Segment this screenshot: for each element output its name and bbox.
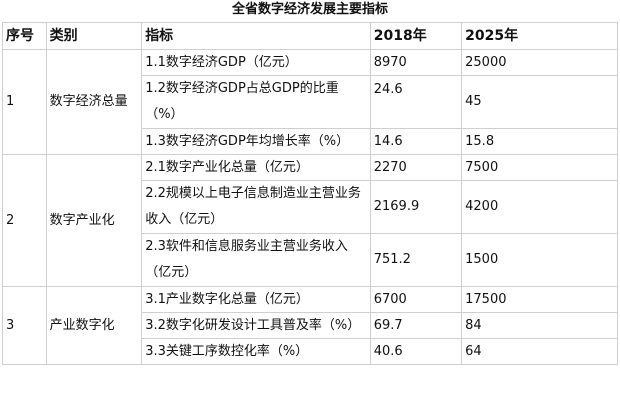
value-2025-cell: 1500 — [461, 233, 618, 287]
value-2018-cell: 6700 — [369, 286, 463, 313]
indicator-cell: 1.3数字经济GDP年均增长率（%） — [141, 128, 371, 155]
table-row: 1 数字经济总量 1.1数字经济GDP（亿元） 8970 25000 — [2, 49, 618, 155]
category-cell: 产业数字化 — [45, 286, 143, 365]
value-2018-cell: 8970 — [369, 49, 463, 76]
value-2025-cell: 64 — [461, 338, 618, 365]
table-row: 2.2规模以上电子信息制造业主营业务收入（亿元） 2169.9 4200 — [3, 180, 618, 234]
value-2025-cell: 4200 — [461, 180, 618, 234]
indicator-cell: 3.1产业数字化总量（亿元） — [141, 286, 371, 313]
table-row: 3.2数字化研发设计工具普及率（%） 69.7 84 — [3, 312, 618, 339]
header-2025: 2025年 — [461, 22, 618, 50]
value-2025-cell: 7500 — [461, 154, 618, 181]
indicator-cell: 3.3关键工序数控化率（%） — [141, 338, 371, 365]
table-row: 1.2数字经济GDP占总GDP的比重（%） 24.6 45 — [3, 75, 618, 129]
table-row: 3 产业数字化 3.1产业数字化总量（亿元） 6700 17500 — [2, 286, 618, 365]
category-cell: 数字产业化 — [45, 154, 143, 287]
value-2018-cell: 40.6 — [369, 338, 463, 365]
table-title: 全省数字经济发展主要指标 — [231, 2, 388, 17]
seq-cell: 3 — [2, 286, 47, 365]
header-2018: 2018年 — [369, 22, 463, 50]
header-seq: 序号 — [2, 22, 47, 50]
value-2025-cell: 84 — [461, 312, 618, 339]
indicator-cell: 1.1数字经济GDP（亿元） — [141, 49, 371, 76]
value-2018-cell: 2270 — [369, 154, 463, 181]
value-2018-cell: 24.6 — [369, 75, 463, 129]
indicators-table: 序号 类别 指标 2018年 2025年 1 数字经济总量 1.1数字经济GDP… — [2, 22, 618, 365]
header-indicator: 指标 — [141, 22, 371, 50]
seq-cell: 2 — [2, 154, 47, 287]
value-2018-cell: 751.2 — [369, 233, 463, 287]
table-row: 2 数字产业化 2.1数字产业化总量（亿元） 2270 7500 — [2, 154, 618, 287]
indicator-cell: 3.2数字化研发设计工具普及率（%） — [141, 312, 371, 339]
indicator-cell: 2.3软件和信息服务业主营业务收入（亿元） — [141, 233, 371, 287]
value-2025-cell: 45 — [461, 75, 618, 129]
value-2018-cell: 14.6 — [369, 128, 463, 155]
table-row: 2.3软件和信息服务业主营业务收入（亿元） 751.2 1500 — [3, 233, 618, 287]
header-row: 序号 类别 指标 2018年 2025年 — [2, 22, 618, 50]
indicator-cell: 1.2数字经济GDP占总GDP的比重（%） — [141, 75, 371, 129]
seq-cell: 1 — [2, 49, 47, 155]
header-category: 类别 — [45, 22, 143, 50]
value-2025-cell: 25000 — [461, 49, 618, 76]
category-cell: 数字经济总量 — [45, 49, 143, 155]
table-row: 1.3数字经济GDP年均增长率（%） 14.6 15.8 — [3, 128, 618, 155]
value-2018-cell: 2169.9 — [369, 180, 463, 234]
indicator-cell: 2.1数字产业化总量（亿元） — [141, 154, 371, 181]
value-2025-cell: 15.8 — [461, 128, 618, 155]
value-2025-cell: 17500 — [461, 286, 618, 313]
indicator-cell: 2.2规模以上电子信息制造业主营业务收入（亿元） — [141, 180, 371, 234]
table-row: 3.3关键工序数控化率（%） 40.6 64 — [3, 338, 618, 365]
value-2018-cell: 69.7 — [369, 312, 463, 339]
